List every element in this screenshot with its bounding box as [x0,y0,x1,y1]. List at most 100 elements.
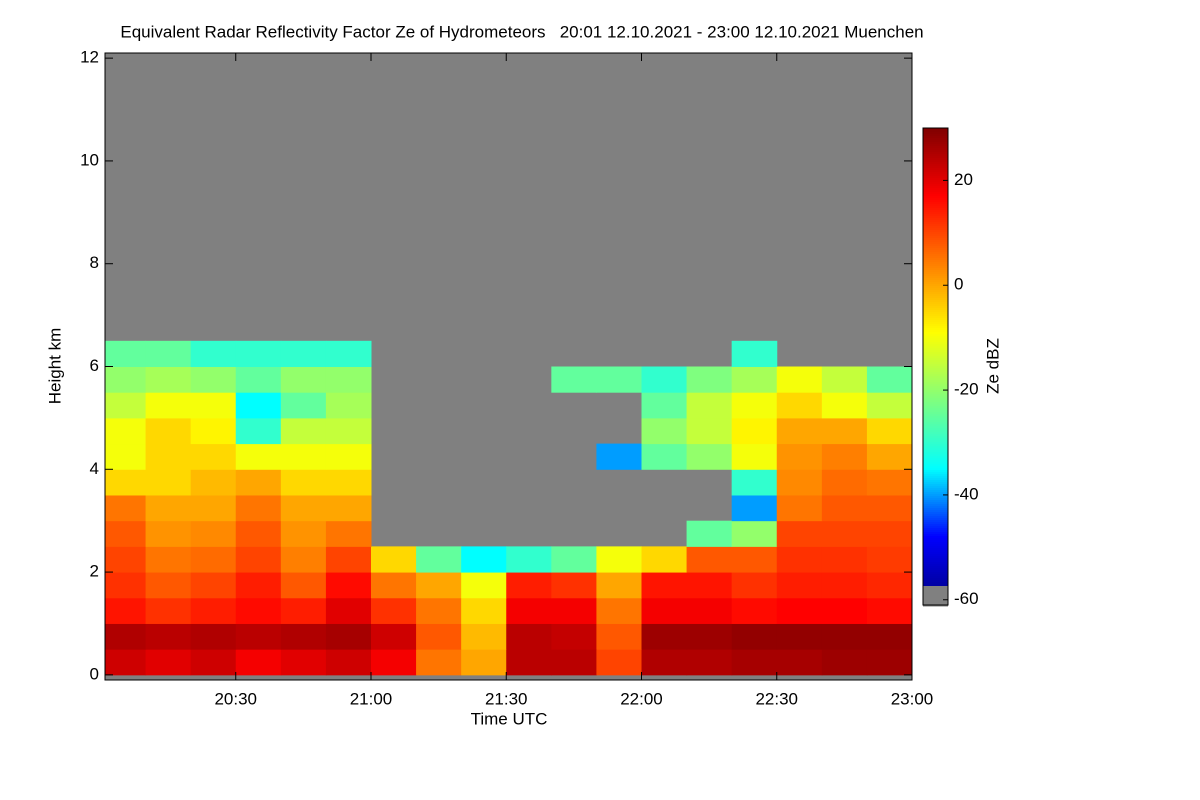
colorbar-band [923,504,948,507]
colorbar-band [923,526,948,529]
colorbar-tick-label: -60 [954,589,979,608]
colorbar-band [923,450,948,453]
heatmap-cell [105,340,147,367]
heatmap-cell [461,546,507,573]
colorbar-band [923,408,948,411]
heatmap-cell [145,520,192,547]
heatmap-cell [325,572,372,599]
colorbar-band [923,572,948,575]
colorbar-band [923,444,948,447]
colorbar-band [923,338,948,341]
colorbar-band [923,196,948,199]
colorbar-band [923,182,948,185]
heatmap-cell [325,494,372,522]
colorbar-band [923,410,948,413]
heatmap-cell [235,597,282,624]
colorbar-band [923,158,948,161]
colorbar-band [923,218,948,221]
colorbar-band [923,590,948,593]
colorbar-band [923,192,948,195]
colorbar-band [923,304,948,307]
colorbar-band [923,550,948,553]
colorbar-band [923,544,948,547]
colorbar-band [923,208,948,211]
colorbar-band [923,396,948,399]
heatmap-cell [190,417,237,445]
colorbar-band [923,480,948,483]
heatmap-cell [731,546,778,573]
heatmap-cell [776,366,823,393]
heatmap-cell [145,366,192,393]
colorbar-band [923,198,948,201]
colorbar-band [923,164,948,167]
heatmap-cell [776,546,823,573]
colorbar-band [923,276,948,279]
y-axis-label: Height km [45,328,64,405]
colorbar-band [923,432,948,435]
colorbar-band [923,578,948,581]
colorbar-band [923,306,948,309]
heatmap-cell [105,417,147,445]
heatmap-cell [190,597,237,624]
colorbar-band [923,160,948,163]
heatmap-cell [235,649,282,676]
colorbar-band [923,486,948,489]
colorbar-band [923,564,948,567]
heatmap-cell [416,623,462,650]
colorbar-band [923,400,948,403]
colorbar-band [923,388,948,391]
x-tick-label: 23:00 [891,689,934,708]
colorbar-band [923,220,948,223]
colorbar-band [923,360,948,363]
heatmap-cell [866,520,912,547]
heatmap-cell [641,623,688,650]
colorbar-band [923,152,948,155]
colorbar-band [923,342,948,345]
heatmap-cell [416,597,462,624]
colorbar-band [923,302,948,305]
colorbar-band [923,438,948,441]
heatmap-cell [235,443,282,470]
heatmap-cell [416,649,462,676]
colorbar-band [923,336,948,339]
colorbar-band [923,392,948,395]
colorbar-band [923,364,948,367]
heatmap [105,340,912,676]
heatmap-cell [145,572,192,599]
x-tick-label: 22:30 [755,689,798,708]
heatmap-cell [641,572,688,599]
heatmap-cell [821,392,868,419]
colorbar-band [923,226,948,229]
colorbar-band [923,464,948,467]
heatmap-cell [370,597,417,624]
colorbar-band [923,214,948,217]
heatmap-cell [325,392,372,419]
heatmap-cell [866,469,912,496]
heatmap-cell [776,572,823,599]
colorbar-band [923,312,948,315]
colorbar-band [923,534,948,537]
heatmap-cell [145,417,192,445]
heatmap-cell [280,443,327,470]
heatmap-cell [235,623,282,650]
heatmap-cell [145,649,192,676]
heatmap-cell [866,546,912,573]
colorbar-band [923,484,948,487]
heatmap-cell [325,546,372,573]
colorbar-tick-label: -40 [954,484,979,503]
colorbar-band [923,156,948,159]
colorbar-band [923,296,948,299]
colorbar-band [923,460,948,463]
colorbar-band [923,560,948,563]
colorbar-band [923,458,948,461]
heatmap-cell [731,597,778,624]
colorbar-band [923,592,948,595]
colorbar-band [923,316,948,319]
heatmap-cell [641,366,688,393]
heatmap-cell [821,366,868,393]
heatmap-cell [776,520,823,547]
heatmap-cell [190,443,237,470]
heatmap-cell [506,597,552,624]
heatmap-cell [686,623,733,650]
